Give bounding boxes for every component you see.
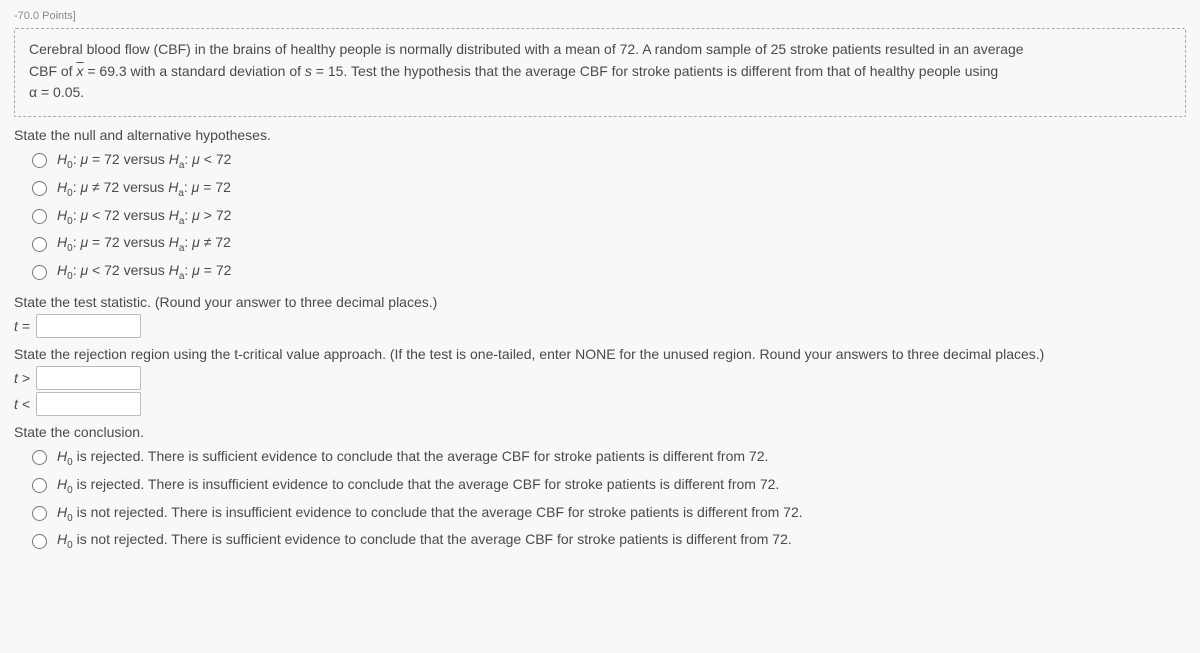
q1-option-4[interactable]: H0: μ = 72 versus Ha: μ ≠ 72	[32, 230, 1186, 258]
q4-radio-4[interactable]	[32, 534, 47, 549]
q1-option-2-label: H0: μ ≠ 72 versus Ha: μ = 72	[57, 179, 231, 199]
q1-radio-4[interactable]	[32, 237, 47, 252]
t-statistic-input[interactable]	[36, 314, 141, 338]
t-equals-label: t =	[14, 318, 30, 334]
q3-row-lt: t <	[14, 392, 1186, 416]
q1-option-3-label: H0: μ < 72 versus Ha: μ > 72	[57, 207, 231, 227]
q3-label: State the rejection region using the t-c…	[14, 346, 1186, 362]
q1-radio-3[interactable]	[32, 209, 47, 224]
q1-option-1-label: H0: μ = 72 versus Ha: μ < 72	[57, 151, 231, 171]
question-prompt-box: Cerebral blood flow (CBF) in the brains …	[14, 28, 1186, 117]
q1-radio-1[interactable]	[32, 153, 47, 168]
q4-option-2-label: H0 is rejected. There is insufficient ev…	[57, 476, 779, 496]
prompt-text: = 15. Test the hypothesis that the avera…	[312, 63, 998, 79]
prompt-line-1: Cerebral blood flow (CBF) in the brains …	[29, 39, 1171, 61]
q1-option-3[interactable]: H0: μ < 72 versus Ha: μ > 72	[32, 203, 1186, 231]
q4-option-1-label: H0 is rejected. There is sufficient evid…	[57, 448, 768, 468]
q4-radio-1[interactable]	[32, 450, 47, 465]
q4-option-2[interactable]: H0 is rejected. There is insufficient ev…	[32, 472, 1186, 500]
q1-option-2[interactable]: H0: μ ≠ 72 versus Ha: μ = 72	[32, 175, 1186, 203]
t-lt-label: t <	[14, 396, 30, 412]
q4-option-3-label: H0 is not rejected. There is insufficien…	[57, 504, 803, 524]
q1-radio-5[interactable]	[32, 265, 47, 280]
q4-option-4-label: H0 is not rejected. There is sufficient …	[57, 531, 792, 551]
q4-label: State the conclusion.	[14, 424, 1186, 440]
q1-label: State the null and alternative hypothese…	[14, 127, 1186, 143]
q1-option-5[interactable]: H0: μ < 72 versus Ha: μ = 72	[32, 258, 1186, 286]
t-gt-input[interactable]	[36, 366, 141, 390]
prompt-text: CBF of	[29, 63, 76, 79]
prompt-line-3: α = 0.05.	[29, 82, 1171, 104]
t-gt-label: t >	[14, 370, 30, 386]
q1-radio-2[interactable]	[32, 181, 47, 196]
q3-row-gt: t >	[14, 366, 1186, 390]
q4-option-1[interactable]: H0 is rejected. There is sufficient evid…	[32, 444, 1186, 472]
q4-option-4[interactable]: H0 is not rejected. There is sufficient …	[32, 527, 1186, 555]
q1-option-5-label: H0: μ < 72 versus Ha: μ = 72	[57, 262, 231, 282]
s-var: s	[305, 63, 312, 79]
alpha-text: α = 0.05.	[29, 84, 84, 100]
prompt-text: = 69.3 with a standard deviation of	[83, 63, 304, 79]
top-strip-text: -70.0 Points]	[14, 10, 76, 22]
q2-row: t =	[14, 314, 1186, 338]
q1-option-4-label: H0: μ = 72 versus Ha: μ ≠ 72	[57, 234, 231, 254]
q4-radio-2[interactable]	[32, 478, 47, 493]
q4-radio-3[interactable]	[32, 506, 47, 521]
q1-option-1[interactable]: H0: μ = 72 versus Ha: μ < 72	[32, 147, 1186, 175]
q4-options: H0 is rejected. There is sufficient evid…	[32, 444, 1186, 555]
q2-label: State the test statistic. (Round your an…	[14, 294, 1186, 310]
q4-option-3[interactable]: H0 is not rejected. There is insufficien…	[32, 500, 1186, 528]
prompt-line-2: CBF of x = 69.3 with a standard deviatio…	[29, 61, 1171, 83]
q1-options: H0: μ = 72 versus Ha: μ < 72 H0: μ ≠ 72 …	[32, 147, 1186, 286]
top-toolbar-strip: -70.0 Points]	[14, 8, 1186, 24]
t-lt-input[interactable]	[36, 392, 141, 416]
prompt-text: Cerebral blood flow (CBF) in the brains …	[29, 41, 1024, 57]
